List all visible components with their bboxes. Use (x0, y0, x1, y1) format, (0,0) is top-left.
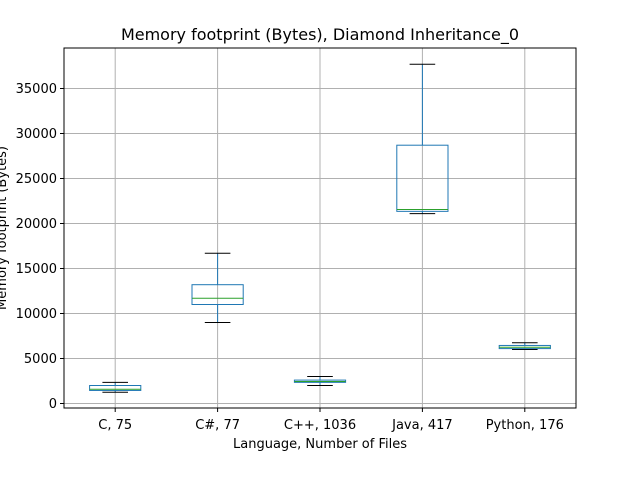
chart-title: Memory footprint (Bytes), Diamond Inheri… (121, 25, 519, 45)
y-axis-ticks: 0 5000 10000 15000 20000 25000 30000 35000 (16, 82, 64, 412)
box-group (396, 63, 449, 215)
x-tick-label: Python, 176 (486, 418, 564, 433)
y-tick-label: 25000 (16, 172, 57, 187)
x-tick-label: C, 75 (98, 418, 132, 433)
box-group (293, 376, 347, 386)
y-tick-label: 0 (49, 397, 57, 412)
y-axis-label: Memory footprint (Bytes) (0, 146, 10, 310)
y-tick-label: 20000 (16, 217, 57, 232)
x-tick-label: Java, 417 (391, 418, 453, 433)
x-axis-ticks: C, 75 C#, 77 C++, 1036 Java, 417 Python, 176 (98, 408, 564, 433)
x-tick-label: C++, 1036 (284, 418, 356, 433)
box-group (498, 342, 551, 350)
y-tick-label: 30000 (16, 127, 57, 142)
y-tick-label: 15000 (16, 262, 57, 277)
box-body (191, 284, 244, 306)
box-body (89, 385, 142, 391)
box-group (191, 252, 244, 323)
box-group (89, 381, 142, 393)
y-tick-label: 35000 (16, 82, 57, 97)
grid-lines (64, 48, 576, 408)
y-tick-label: 5000 (24, 352, 57, 367)
x-tick-label: C#, 77 (195, 418, 240, 433)
y-tick-label: 10000 (16, 307, 57, 322)
boxes (89, 63, 551, 393)
x-axis-label: Language, Number of Files (233, 437, 407, 452)
box-body (396, 144, 449, 212)
